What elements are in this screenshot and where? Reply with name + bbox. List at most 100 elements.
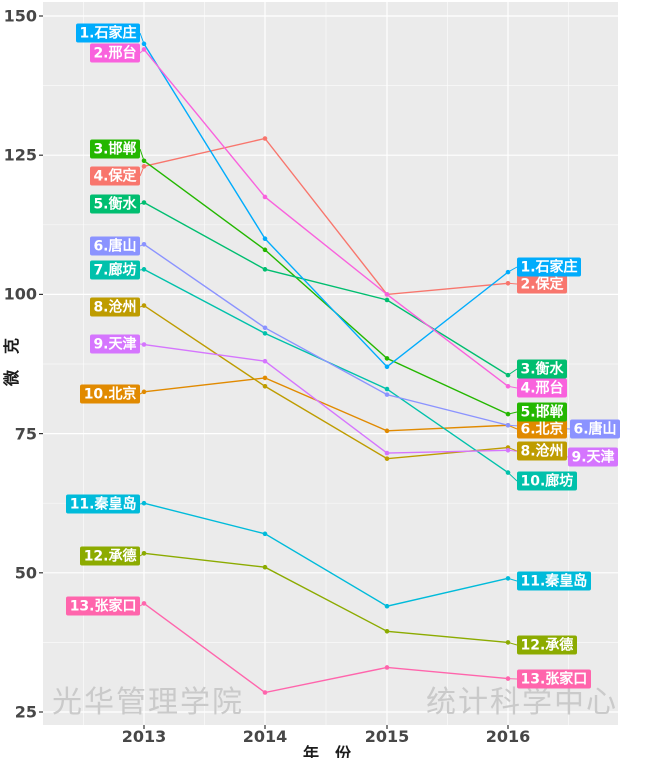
data-point [141,500,147,506]
data-point [262,375,268,381]
data-point [141,164,147,169]
series-line [143,304,509,460]
watermark-left: 光华管理学院 [52,685,244,720]
data-point [262,531,268,537]
city-label-right: 2.保定 [517,274,568,294]
city-label-right: 6.唐山 [570,419,621,439]
city-label-left: 7.廊坊 [89,260,140,280]
y-tick-label: 150 [3,6,37,26]
data-point [141,200,147,205]
series-line [143,377,509,432]
series-line [143,502,509,607]
data-point [505,411,511,417]
city-label-left: 8.沧州 [89,297,140,317]
data-point [262,690,268,695]
city-label-left: 13.张家口 [66,596,140,616]
data-point [262,136,268,141]
data-point [262,247,268,253]
y-tick-label: 100 [3,284,37,304]
data-point [505,269,511,275]
city-label-right: 10.廊坊 [517,471,577,491]
series-line [143,602,509,694]
series-line [143,243,509,426]
y-tick-label: 50 [14,563,37,583]
x-tick-label: 2016 [485,727,531,746]
data-point [141,551,147,556]
x-tick-label: 2014 [242,727,288,746]
data-point [384,456,390,461]
data-point [384,292,390,297]
city-label-left: 12.承德 [80,546,140,566]
data-point [262,564,268,570]
city-label-right: 9.天津 [568,447,619,467]
city-label-left: 11.秦皇岛 [66,494,140,514]
data-point [384,297,390,303]
data-point [384,603,390,609]
data-point [505,422,511,428]
city-label-left: 5.衡水 [89,194,140,214]
data-point [141,342,147,347]
data-point [262,236,268,242]
data-point [262,325,268,331]
city-label-right: 4.邢台 [517,378,568,398]
x-axis-title: 年 份 [302,744,351,758]
data-point [505,448,511,453]
city-label-right: 5.邯郸 [517,402,568,422]
y-tick-label: 75 [14,424,37,444]
series-line [143,48,509,387]
watermark-right: 统计科学中心 [426,685,618,720]
data-point [141,389,147,395]
city-label-left: 10.北京 [80,384,140,404]
data-point [141,41,147,47]
data-point [262,267,268,272]
data-point [262,194,268,200]
city-label-left: 9.天津 [89,334,140,354]
series-line [143,137,509,296]
data-point [505,383,511,389]
city-label-left: 6.唐山 [89,236,140,256]
city-label-left: 2.邢台 [89,43,140,63]
data-point [141,158,147,164]
data-point [141,601,147,606]
data-point [384,392,390,397]
data-point [505,470,511,475]
data-point [505,640,511,645]
city-label-left: 1.石家庄 [75,23,140,43]
data-point [505,576,511,581]
data-point [262,358,268,364]
data-point [505,280,511,286]
city-label-right: 6.北京 [517,419,568,439]
series-line [143,201,509,376]
city-label-right: 3.衡水 [517,359,568,379]
data-point [262,331,268,336]
x-tick-label: 2013 [121,727,167,746]
y-tick-label: 25 [14,702,37,722]
data-point [141,303,147,308]
city-label-right: 8.沧州 [517,441,568,461]
city-label-left: 4.保定 [89,166,140,186]
data-point [384,450,390,456]
y-axis-title: 微 克 [2,338,21,387]
y-tick-label: 125 [3,145,37,165]
city-label-right: 1.石家庄 [517,257,582,277]
series-line [143,43,509,368]
city-label-right: 12.承德 [517,635,577,655]
series-line [143,160,509,415]
series-line [143,552,509,644]
data-point [384,364,390,370]
data-point [384,428,390,434]
data-point [141,47,147,52]
city-label-right: 11.秦皇岛 [517,571,591,591]
data-point [505,676,511,681]
series-layer [139,32,571,695]
data-point [262,383,268,389]
x-tick-label: 2015 [364,727,410,746]
data-point [384,386,390,392]
data-point [141,267,147,272]
data-point [384,628,390,634]
series-line [143,343,509,454]
data-point [505,372,511,378]
data-point [384,665,390,670]
city-label-right: 13.张家口 [517,669,591,689]
